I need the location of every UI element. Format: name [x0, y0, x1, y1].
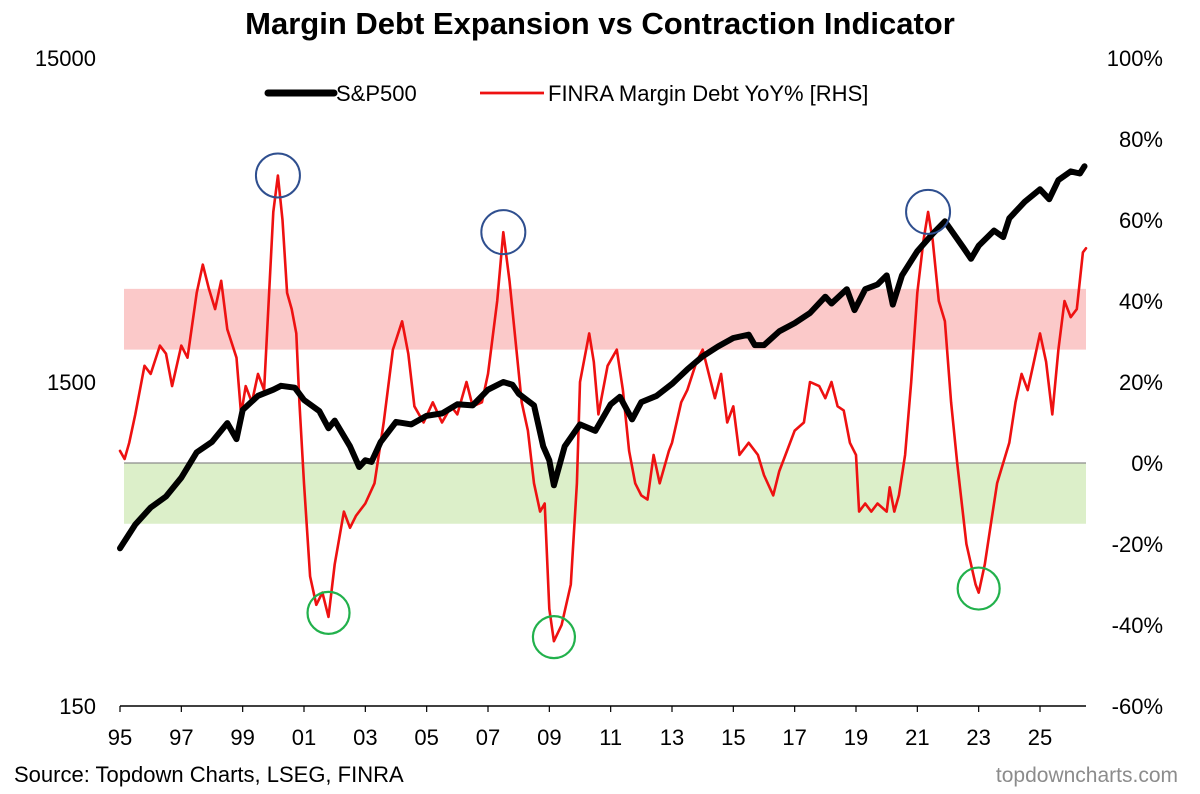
- x-tick-label: 01: [292, 725, 316, 750]
- x-tick-label: 95: [108, 725, 132, 750]
- margin-debt-line: [118, 174, 1088, 643]
- legend-label-margin: FINRA Margin Debt YoY% [RHS]: [548, 81, 868, 106]
- right-tick-label: 40%: [1119, 289, 1163, 314]
- legend: S&P500 FINRA Margin Debt YoY% [RHS]: [264, 81, 868, 106]
- ticks-layer: 95 97 99 01 03 05 07 09 11 13 15 17 19 21 23 25 -60% -40%…: [35, 46, 1163, 750]
- right-tick-label: 100%: [1107, 46, 1163, 71]
- left-tick-label: 150: [59, 694, 96, 719]
- peak-circle: [480, 209, 527, 256]
- right-tick-label: 60%: [1119, 208, 1163, 233]
- contraction-band: [124, 463, 1086, 524]
- x-tick-label: 03: [353, 725, 377, 750]
- marker-layer: [254, 152, 1001, 660]
- trough-circle: [306, 590, 351, 635]
- series-layer: [117, 163, 1088, 643]
- x-tick-label: 23: [966, 725, 990, 750]
- right-tick-label: 0%: [1131, 451, 1163, 476]
- x-tick-label: 05: [414, 725, 438, 750]
- x-tick-label: 11: [599, 725, 622, 750]
- x-tick-label: 17: [782, 725, 806, 750]
- x-tick-label: 07: [476, 725, 500, 750]
- right-tick-label: 20%: [1119, 370, 1163, 395]
- trough-circle: [956, 566, 1001, 611]
- trough-circle: [531, 615, 577, 660]
- bands-layer: [124, 288, 1086, 524]
- left-tick-label: 15000: [35, 46, 96, 71]
- source-note: Source: Topdown Charts, LSEG, FINRA: [14, 762, 404, 787]
- x-tick-label: 15: [721, 725, 745, 750]
- x-tick-label: 13: [660, 725, 684, 750]
- x-tick-label: 19: [844, 725, 868, 750]
- chart-title: Margin Debt Expansion vs Contraction Ind…: [245, 6, 955, 41]
- x-tick-label: 25: [1028, 725, 1052, 750]
- left-tick-label: 1500: [47, 370, 96, 395]
- peak-circle: [905, 188, 952, 235]
- right-tick-label: -20%: [1112, 532, 1163, 557]
- peak-circle: [254, 152, 301, 199]
- x-tick-label: 21: [905, 725, 929, 750]
- right-tick-label: -40%: [1112, 613, 1163, 638]
- watermark: topdowncharts.com: [995, 764, 1178, 787]
- x-tick-label: 97: [169, 725, 193, 750]
- expansion-band: [124, 288, 1086, 350]
- sp500-line: [117, 163, 1088, 552]
- x-tick-label: 99: [230, 725, 254, 750]
- axis-layer: [119, 705, 1086, 712]
- right-tick-label: -60%: [1112, 694, 1163, 719]
- right-tick-label: 80%: [1119, 127, 1163, 152]
- x-tick-label: 09: [537, 725, 561, 750]
- legend-label-sp500: S&P500: [336, 81, 417, 106]
